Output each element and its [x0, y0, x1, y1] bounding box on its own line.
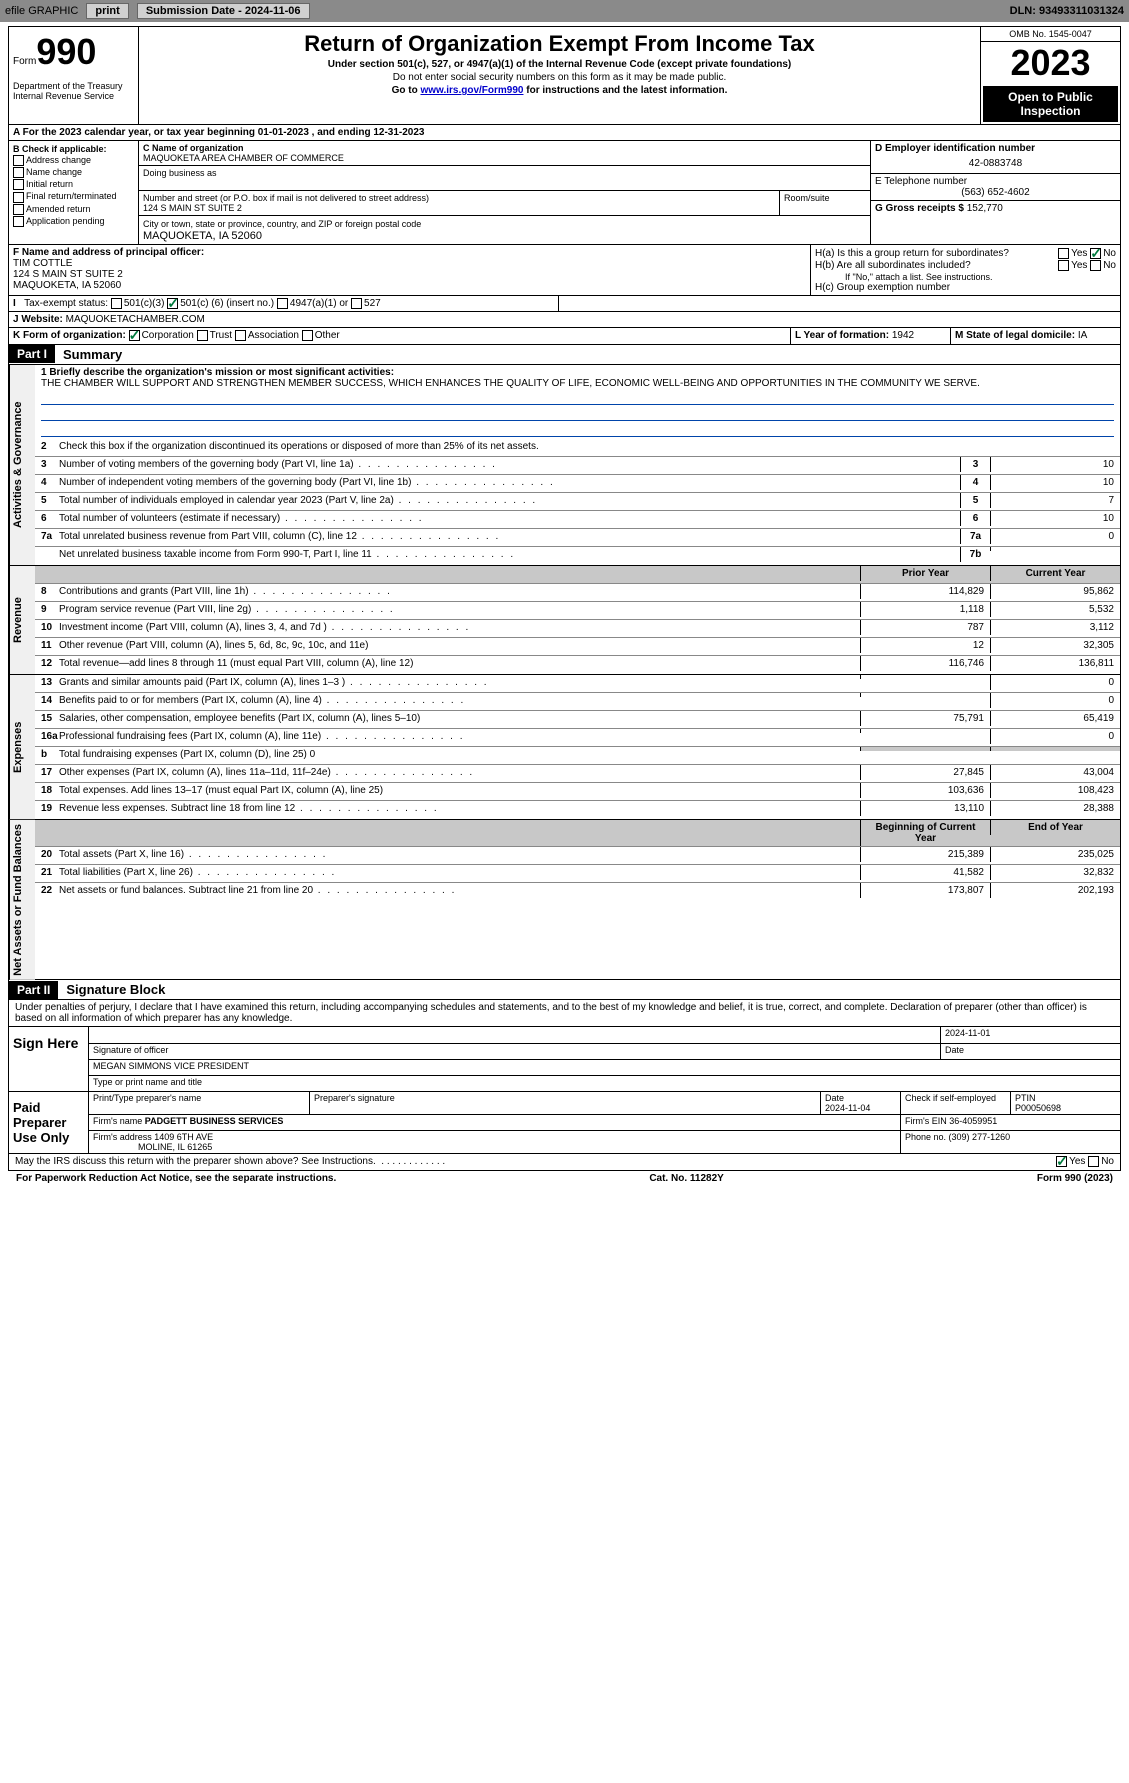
page-footer: For Paperwork Reduction Act Notice, see …	[8, 1171, 1121, 1186]
toolbar: efile GRAPHIC print Submission Date - 20…	[0, 0, 1129, 22]
part2-header: Part II	[9, 981, 58, 999]
part1-title: Summary	[55, 345, 130, 364]
form-number: 990	[36, 31, 96, 73]
dln: DLN: 93493311031324	[1010, 5, 1124, 17]
mission-block: 1 Briefly describe the organization's mi…	[35, 365, 1120, 439]
irs-link[interactable]: www.irs.gov/Form990	[420, 85, 523, 96]
inspection-badge: Open to Public Inspection	[983, 86, 1118, 122]
section-expenses: Expenses	[9, 675, 35, 819]
tax-year: 2023	[981, 42, 1120, 84]
ssn-note: Do not enter social security numbers on …	[143, 72, 976, 83]
goto-line: Go to www.irs.gov/Form990 for instructio…	[143, 85, 976, 96]
form-subtitle: Under section 501(c), 527, or 4947(a)(1)…	[143, 59, 976, 70]
box-b: B Check if applicable: Address change Na…	[9, 141, 139, 244]
submission-date: Submission Date - 2024-11-06	[137, 3, 310, 19]
gross-receipts: 152,770	[967, 203, 1003, 214]
form-header: Form990 Department of the Treasury Inter…	[8, 26, 1121, 125]
part2-title: Signature Block	[58, 980, 173, 999]
form-990: Form990 Department of the Treasury Inter…	[0, 22, 1129, 1190]
box-h: H(a) Is this a group return for subordin…	[810, 245, 1120, 295]
line-k: K Form of organization: Corporation Trus…	[9, 328, 790, 343]
section-activities: Activities & Governance	[9, 365, 35, 565]
website-row: J Website: MAQUOKETACHAMBER.COM	[9, 312, 209, 327]
box-d: D Employer identification number 42-0883…	[870, 141, 1120, 244]
ein: 42-0883748	[875, 154, 1116, 173]
form-word: Form	[13, 56, 36, 67]
org-name: MAQUOKETA AREA CHAMBER OF COMMERCE	[143, 153, 344, 163]
omb-number: OMB No. 1545-0047	[981, 27, 1120, 42]
telephone: (563) 652-4602	[875, 187, 1116, 198]
part1-header: Part I	[9, 345, 55, 363]
form-title: Return of Organization Exempt From Incom…	[143, 31, 976, 57]
efile-label: efile GRAPHIC	[5, 5, 78, 17]
section-net-assets: Net Assets or Fund Balances	[9, 820, 35, 980]
box-f: F Name and address of principal officer:…	[9, 245, 810, 295]
signature-block: Under penalties of perjury, I declare th…	[8, 1000, 1121, 1170]
tax-status-row: I Tax-exempt status: 501(c)(3) 501(c) (6…	[9, 296, 559, 311]
officer-name: MEGAN SIMMONS VICE PRESIDENT	[89, 1059, 1120, 1075]
irs-discuss: May the IRS discuss this return with the…	[9, 1153, 1120, 1169]
line-a: A For the 2023 calendar year, or tax yea…	[9, 125, 429, 140]
department: Department of the Treasury Internal Reve…	[13, 81, 134, 101]
city: MAQUOKETA, IA 52060	[143, 230, 262, 242]
section-revenue: Revenue	[9, 566, 35, 674]
street: 124 S MAIN ST SUITE 2	[143, 203, 242, 213]
print-button[interactable]: print	[86, 3, 128, 19]
